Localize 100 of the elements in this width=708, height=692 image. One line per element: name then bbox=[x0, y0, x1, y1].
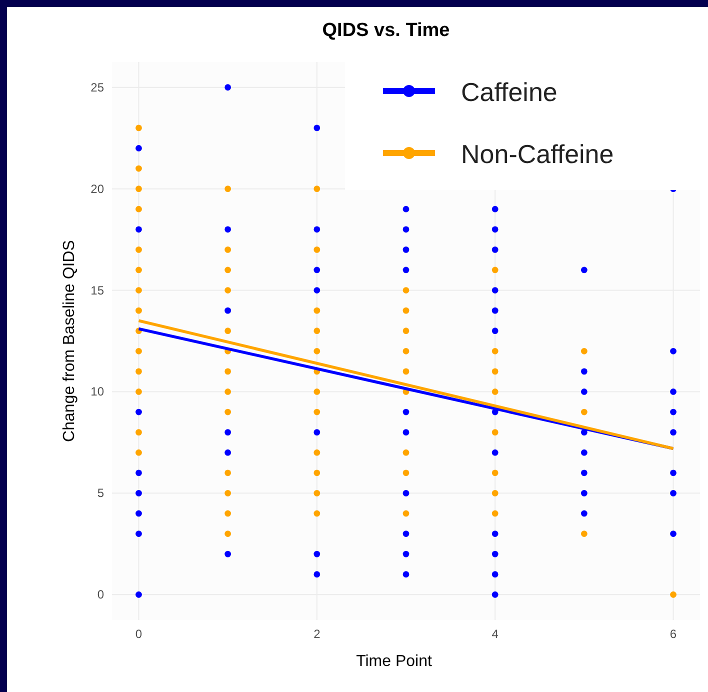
point bbox=[402, 307, 410, 314]
point bbox=[492, 571, 498, 578]
point bbox=[314, 226, 320, 233]
point bbox=[224, 287, 232, 294]
y-tick-label: 0 bbox=[97, 588, 104, 602]
point bbox=[580, 530, 588, 537]
point bbox=[492, 287, 498, 294]
point bbox=[314, 266, 320, 274]
point bbox=[136, 145, 142, 152]
x-tick-label: 6 bbox=[670, 627, 677, 641]
point bbox=[580, 470, 588, 476]
point bbox=[492, 246, 498, 253]
point bbox=[314, 510, 320, 517]
point bbox=[136, 266, 142, 274]
point bbox=[224, 470, 232, 476]
point bbox=[492, 388, 498, 395]
point bbox=[492, 530, 498, 537]
point bbox=[314, 449, 320, 456]
point bbox=[224, 388, 232, 395]
point bbox=[314, 429, 320, 436]
point bbox=[224, 368, 232, 375]
y-tick-label: 10 bbox=[90, 384, 104, 399]
point bbox=[670, 591, 676, 598]
point bbox=[136, 591, 142, 598]
point bbox=[670, 348, 676, 354]
point bbox=[314, 307, 320, 314]
point bbox=[580, 388, 588, 395]
point bbox=[402, 348, 410, 354]
point bbox=[314, 287, 320, 294]
point bbox=[224, 550, 232, 558]
point bbox=[492, 470, 498, 476]
point bbox=[580, 368, 588, 375]
legend-label: Caffeine bbox=[461, 77, 558, 107]
point bbox=[402, 449, 410, 456]
point bbox=[314, 328, 320, 334]
point bbox=[136, 226, 142, 233]
point bbox=[136, 165, 142, 172]
point bbox=[492, 490, 498, 496]
point bbox=[224, 226, 232, 233]
point bbox=[314, 470, 320, 476]
y-tick-label: 25 bbox=[90, 80, 104, 94]
point bbox=[492, 348, 498, 354]
point bbox=[136, 368, 142, 375]
point bbox=[314, 348, 320, 354]
point bbox=[492, 429, 498, 436]
point bbox=[492, 266, 498, 274]
point bbox=[136, 388, 142, 395]
point bbox=[314, 186, 320, 192]
point bbox=[402, 550, 410, 558]
point bbox=[136, 490, 142, 496]
point bbox=[492, 226, 498, 233]
point bbox=[136, 510, 142, 517]
point bbox=[670, 388, 676, 395]
point bbox=[402, 368, 410, 375]
point bbox=[224, 328, 232, 334]
point bbox=[224, 408, 232, 416]
point bbox=[314, 490, 320, 496]
x-tick-label: 0 bbox=[135, 627, 142, 641]
point bbox=[402, 226, 410, 233]
point bbox=[314, 124, 320, 132]
point bbox=[224, 266, 232, 274]
point bbox=[136, 449, 142, 456]
point bbox=[670, 490, 676, 496]
point bbox=[402, 246, 410, 253]
x-tick-label: 4 bbox=[492, 627, 499, 641]
point bbox=[314, 246, 320, 253]
point bbox=[136, 186, 142, 192]
point bbox=[136, 470, 142, 476]
point bbox=[580, 348, 588, 354]
point bbox=[402, 510, 410, 517]
point bbox=[402, 571, 410, 578]
point bbox=[492, 206, 498, 212]
point bbox=[224, 510, 232, 517]
point bbox=[224, 490, 232, 496]
point bbox=[402, 470, 410, 476]
point bbox=[136, 206, 142, 212]
point bbox=[492, 449, 498, 456]
chart-title: QIDS vs. Time bbox=[322, 20, 450, 41]
point bbox=[580, 408, 588, 416]
point bbox=[670, 408, 676, 416]
point bbox=[402, 328, 410, 334]
point bbox=[136, 287, 142, 294]
point bbox=[492, 510, 498, 517]
point bbox=[136, 124, 142, 132]
point bbox=[224, 429, 232, 436]
point bbox=[224, 186, 232, 192]
point bbox=[224, 449, 232, 456]
point bbox=[492, 550, 498, 558]
point bbox=[314, 550, 320, 558]
y-tick-label: 15 bbox=[90, 283, 104, 298]
point bbox=[136, 246, 142, 253]
point bbox=[314, 408, 320, 416]
y-tick-label: 20 bbox=[90, 182, 104, 196]
point bbox=[136, 348, 142, 354]
point bbox=[224, 307, 232, 314]
point bbox=[580, 510, 588, 517]
point bbox=[670, 429, 676, 436]
point bbox=[580, 490, 588, 496]
y-axis-title: Change from Baseline QIDS bbox=[61, 240, 78, 442]
point bbox=[314, 388, 320, 395]
